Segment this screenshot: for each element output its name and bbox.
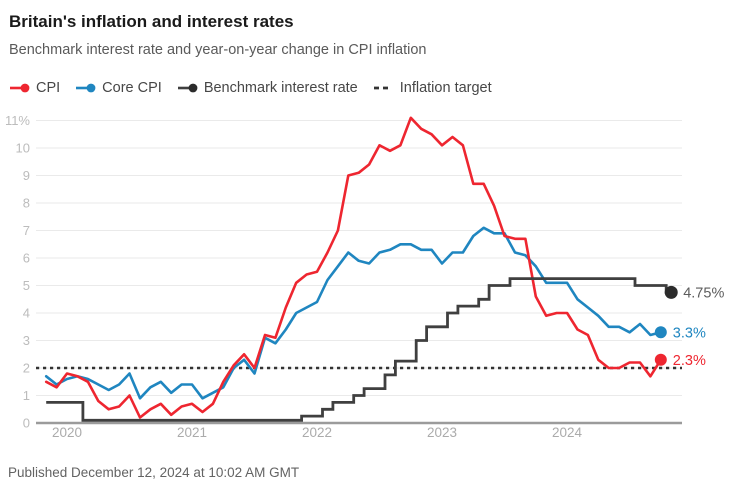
- legend-label: Benchmark interest rate: [203, 80, 358, 96]
- chart-title: Britain's inflation and interest rates: [9, 12, 294, 31]
- core-cpi-end-label: 3.3%: [673, 325, 706, 341]
- benchmark-end-label: 4.75%: [683, 285, 724, 301]
- y-axis-tick-label: 2: [23, 361, 30, 376]
- core-cpi-line: [44, 226, 663, 400]
- legend-item-core-cpi: Core CPI: [75, 80, 162, 96]
- line-chart: 0 1 2 3 4 5 6 7 8 9 10 11% 2020 2021 2022 2023 2024 4.75%…: [5, 113, 725, 440]
- benchmark-end-dot: [664, 285, 678, 299]
- legend-item-benchmark-interest-rate: Benchmark interest rate: [177, 80, 358, 96]
- y-axis-tick-label: 10: [16, 141, 30, 156]
- benchmark-rate-line: [46, 277, 672, 422]
- y-axis-tick-label: 1: [23, 388, 30, 403]
- y-axis-tick-label: 6: [23, 251, 30, 266]
- y-axis-tick-label: 11%: [5, 113, 30, 128]
- x-axis-tick-label: 2023: [427, 425, 457, 440]
- legend-item-cpi: CPI: [9, 80, 60, 96]
- cpi-line: [44, 116, 663, 419]
- core-cpi-end-dot: [654, 326, 667, 339]
- x-axis-tick-label: 2024: [552, 425, 583, 440]
- y-axis-tick-label: 0: [23, 416, 30, 431]
- cpi-end-dot: [654, 353, 667, 366]
- line-dot-marker-icon: [76, 83, 96, 93]
- cpi-end-label: 2.3%: [673, 353, 706, 369]
- y-axis-tick-label: 7: [23, 223, 30, 238]
- x-axis-tick-label: 2020: [52, 425, 82, 440]
- legend-label: CPI: [36, 80, 61, 96]
- legend-label: Inflation target: [399, 80, 492, 96]
- x-axis-tick-label: 2021: [177, 425, 207, 440]
- chart-subtitle: Benchmark interest rate and year-on-year…: [9, 42, 427, 58]
- line-dot-marker-icon: [177, 83, 198, 93]
- legend-item-inflation-target: Inflation target: [373, 80, 492, 96]
- published-timestamp: Published December 12, 2024 at 10:02 AM …: [8, 465, 300, 480]
- legend-label: Core CPI: [102, 80, 162, 96]
- line-dot-marker-icon: [10, 83, 30, 93]
- dashed-line-marker-icon: [373, 86, 392, 90]
- y-axis-tick-label: 5: [23, 278, 30, 293]
- y-axis-tick-label: 3: [23, 333, 30, 348]
- y-axis-tick-label: 9: [23, 168, 30, 183]
- y-axis-tick-label: 8: [23, 196, 30, 211]
- x-axis-tick-label: 2022: [302, 425, 332, 440]
- chart-card: Britain's inflation and interest rates B…: [0, 12, 735, 497]
- y-axis-tick-label: 4: [23, 306, 30, 321]
- chart-legend: CPI Core CPI Benchmark interest rate Inflat…: [9, 80, 735, 96]
